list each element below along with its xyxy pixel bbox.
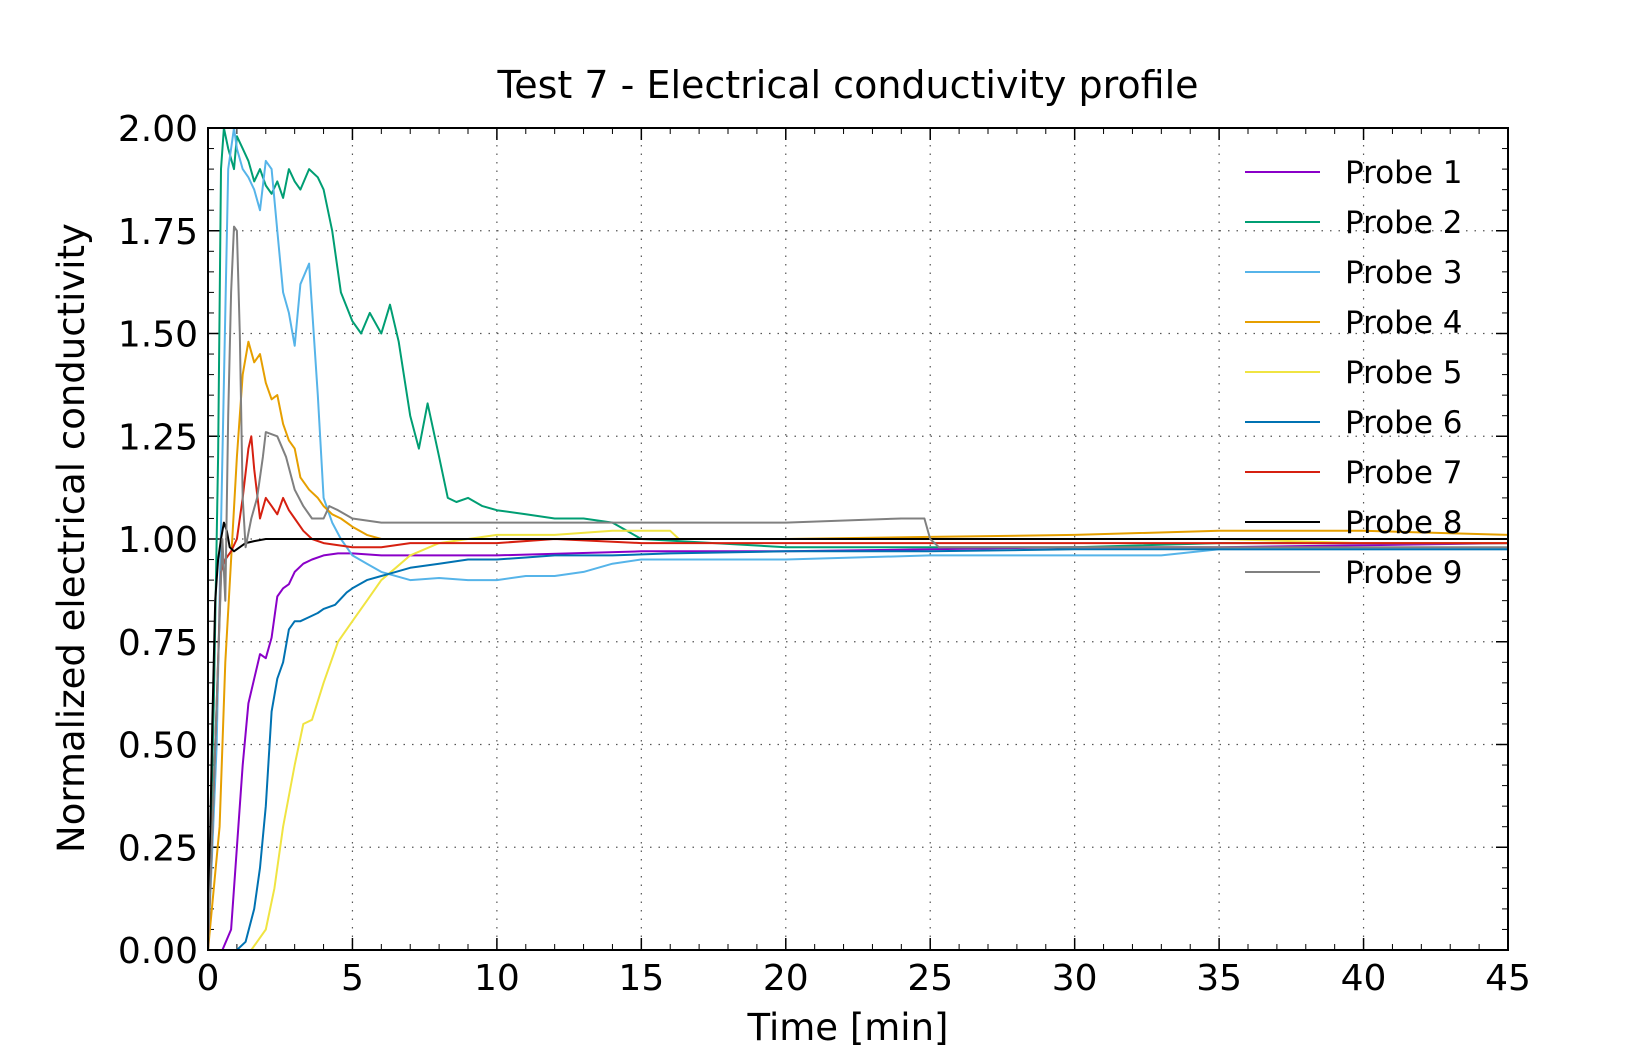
x-tick-label: 20 [763, 958, 809, 999]
series-line-probe-9 [208, 225, 1508, 950]
series-line-probe-7 [208, 435, 1508, 950]
legend-label-probe-5: Probe 5 [1345, 355, 1463, 391]
y-tick-label: 1.50 [118, 315, 198, 356]
legend-label-probe-7: Probe 7 [1345, 455, 1463, 491]
x-tick-label: 35 [1196, 958, 1242, 999]
legend-label-probe-3: Probe 3 [1345, 255, 1463, 291]
series-line-probe-2 [208, 128, 1508, 950]
series-line-probe-5 [208, 529, 1508, 950]
y-tick-label: 0.25 [118, 828, 198, 869]
y-tick-label: 0.75 [118, 623, 198, 664]
legend-label-probe-9: Probe 9 [1345, 555, 1463, 591]
legend-label-probe-6: Probe 6 [1345, 405, 1463, 441]
legend-label-probe-2: Probe 2 [1345, 205, 1463, 241]
series-line-probe-1 [208, 542, 1508, 950]
x-tick-label: 25 [907, 958, 953, 999]
series-lines [208, 128, 1508, 950]
x-tick-label: 5 [341, 958, 364, 999]
x-axis-label: Time [min] [747, 1006, 949, 1049]
y-tick-label: 2.00 [118, 109, 198, 150]
y-axis-label: Normalized electrical conductivity [50, 223, 93, 853]
x-tick-label: 30 [1052, 958, 1098, 999]
x-tick-label: 10 [474, 958, 520, 999]
series-line-probe-6 [208, 548, 1508, 950]
chart-title: Test 7 - Electrical conductivity profile [496, 63, 1198, 107]
y-tick-label: 1.75 [118, 212, 198, 253]
x-tick-labels: 0 5 10 15 20 25 30 35 40 45 [197, 958, 1531, 999]
y-tick-label: 0.50 [118, 726, 198, 767]
x-tick-label: 40 [1341, 958, 1387, 999]
x-tick-label: 45 [1485, 958, 1531, 999]
series-line-probe-4 [208, 340, 1508, 950]
y-tick-labels: 0.00 0.25 0.50 0.75 1.00 1.25 1.50 1.75 2.00 [118, 109, 198, 972]
legend-label-probe-1: Probe 1 [1345, 155, 1463, 191]
y-tick-label: 1.25 [118, 417, 198, 458]
plot-frame [207, 127, 1509, 951]
grid-lines [208, 128, 1508, 950]
y-tick-label: 1.00 [118, 520, 198, 561]
x-tick-label: 15 [618, 958, 664, 999]
y-tick-label: 0.00 [118, 931, 198, 972]
legend-label-probe-4: Probe 4 [1345, 305, 1463, 341]
x-tick-label: 0 [197, 958, 220, 999]
legend: Probe 1 Probe 2 Probe 3 Probe 4 Probe 5 Probe… [1245, 155, 1463, 591]
series-line-probe-8 [208, 521, 1508, 950]
legend-label-probe-8: Probe 8 [1345, 505, 1463, 541]
